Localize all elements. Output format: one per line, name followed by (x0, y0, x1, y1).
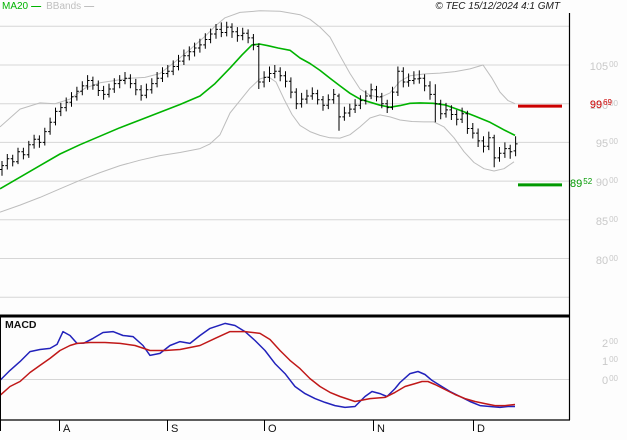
month-label-O: O (268, 423, 277, 435)
price-axis-label-8500: 8500 (595, 214, 618, 228)
ma20-line (0, 43, 516, 190)
macd-axis-label-200: 200 (601, 336, 618, 350)
price-axis-label-10500: 10500 (589, 60, 618, 73)
legend: MA20 — BBands — (2, 1, 99, 13)
resistance-price-label: 9969 (589, 98, 612, 112)
legend-bbands-label: BBands (46, 1, 82, 12)
month-label-A: A (63, 423, 71, 435)
legend-ma20-swatch: — (31, 1, 41, 12)
price-axis-label-10000: 10000 (589, 98, 618, 112)
month-label-D: D (477, 423, 485, 435)
month-label-S: S (171, 423, 179, 435)
copyright-text: © TEC 15/12/2024 4:1 GMT (435, 1, 560, 12)
legend-bbands[interactable]: BBands — (46, 1, 94, 13)
macd-panel-title: MACD (5, 319, 37, 331)
price-axis-label-9500: 9500 (595, 137, 618, 151)
legend-ma20[interactable]: MA20 — (2, 1, 41, 13)
price-axis-label-8000: 8000 (595, 253, 618, 267)
bollinger-lower-band (0, 76, 515, 213)
macd-axis-label-0: 000 (601, 373, 618, 387)
support-price-label: 8952 (570, 176, 593, 190)
legend-ma20-label: MA20 (2, 1, 29, 12)
macd-line (0, 322, 515, 409)
month-label-N: N (377, 423, 385, 435)
ohlc-bars (0, 21, 518, 176)
bollinger-upper-band (0, 10, 516, 128)
legend-bbands-swatch: — (84, 1, 94, 12)
macd-axis-label-100: 100 (601, 355, 618, 368)
macd-signal-line (0, 330, 516, 407)
price-axis-label-9000: 9000 (595, 176, 618, 190)
